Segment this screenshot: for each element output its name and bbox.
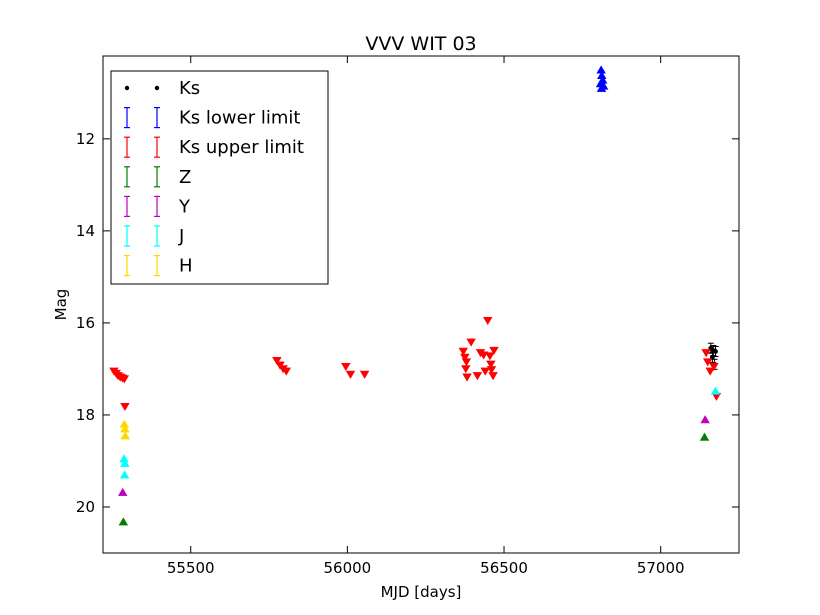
legend-ks-lower-limit-label: Ks lower limit xyxy=(179,108,300,129)
data-point-ks-upper-limit xyxy=(272,356,282,366)
legend-j-label: J xyxy=(178,226,184,247)
data-point-z xyxy=(118,517,129,526)
data-point-ks-upper-limit xyxy=(461,358,472,367)
data-marks xyxy=(109,65,722,526)
legend-y-label: Y xyxy=(178,196,191,217)
data-point-ks-upper-limit xyxy=(120,403,130,412)
data-point-ks-upper-limit xyxy=(486,366,497,375)
data-point-j xyxy=(120,458,130,467)
y-tick-label: 20 xyxy=(76,498,95,516)
data-point-ks-upper-limit xyxy=(485,352,495,361)
data-point-y xyxy=(700,415,710,424)
plot-frame xyxy=(102,55,740,554)
data-point-ks-upper-limit xyxy=(702,358,713,367)
chart-title: VVV WIT 03 xyxy=(365,33,476,55)
data-point-y xyxy=(118,487,128,496)
data-point-ks-upper-limit xyxy=(462,373,472,382)
data-point-ks xyxy=(713,349,718,354)
x-axis-label: MJD [days] xyxy=(381,583,462,601)
data-point-ks-upper-limit xyxy=(460,353,470,362)
axis-ticks: 55500 56000 56500 57000 12 14 16 18 20 xyxy=(76,56,739,577)
data-point-ks-upper-limit xyxy=(483,316,493,325)
data-point-z xyxy=(699,432,710,441)
data-point-ks-upper-limit xyxy=(486,360,496,369)
data-point-ks-upper-limit xyxy=(345,370,356,379)
data-point-ks-upper-limit xyxy=(341,362,351,371)
y-tick-label: 12 xyxy=(76,130,95,148)
legend-ks-upper-limit-label: Ks upper limit xyxy=(179,137,304,158)
data-point-ks-upper-limit xyxy=(701,349,711,358)
x-tick-label: 56000 xyxy=(324,559,372,577)
data-point-ks-upper-limit xyxy=(461,365,471,374)
data-point-ks-lower-limit xyxy=(596,83,607,92)
data-point-ks-upper-limit xyxy=(709,362,719,371)
y-axis-label: Mag xyxy=(52,289,70,321)
data-point-ks-upper-limit xyxy=(705,367,715,376)
data-point-ks-upper-limit xyxy=(488,372,498,381)
y-tick-label: 14 xyxy=(76,222,95,240)
data-point-h xyxy=(120,431,130,440)
data-point-j xyxy=(710,386,721,395)
legend-h-label: H xyxy=(179,256,193,277)
legend-z-label: Z xyxy=(179,167,191,188)
data-point-ks-upper-limit xyxy=(458,347,469,356)
legend-ks-label: Ks xyxy=(179,78,200,99)
data-point-ks-upper-limit xyxy=(472,372,483,381)
data-point-ks-upper-limit xyxy=(359,370,370,379)
data-point-ks-upper-limit xyxy=(119,375,130,384)
data-point-ks-upper-limit xyxy=(480,367,490,376)
legend-box xyxy=(110,70,329,285)
legend-ks-marker xyxy=(154,85,160,91)
data-point-j xyxy=(119,470,130,479)
data-point-ks-upper-limit xyxy=(466,338,476,347)
x-tick-label: 55500 xyxy=(167,559,215,577)
data-point-ks-upper-limit xyxy=(489,346,499,355)
y-tick-label: 16 xyxy=(76,314,95,332)
x-tick-label: 56500 xyxy=(480,559,528,577)
legend-ks-marker xyxy=(124,85,130,91)
data-point-ks-upper-limit xyxy=(281,367,292,376)
data-point-ks-upper-limit xyxy=(478,351,489,360)
y-tick-label: 18 xyxy=(76,406,95,424)
x-tick-label: 57000 xyxy=(637,559,685,577)
